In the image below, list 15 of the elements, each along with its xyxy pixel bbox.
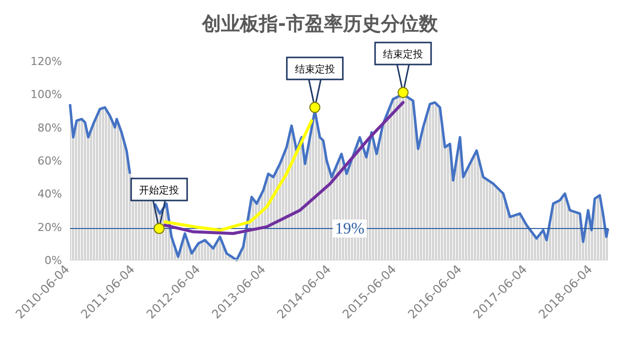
annotation: 结束定投 [294, 63, 335, 76]
y-tick-label: 80% [38, 121, 62, 134]
y-tick-label: 40% [38, 188, 62, 201]
y-tick-label: 60% [38, 154, 62, 168]
y-tick-label: 0% [44, 254, 62, 267]
chart-title: 创业板指-市盈率历史分位数 [201, 13, 439, 35]
annotation: 结束定投 [383, 48, 424, 61]
y-tick-label: 100% [30, 88, 62, 102]
point [309, 102, 320, 113]
point [154, 222, 165, 234]
y-tick-label: 20% [38, 220, 62, 234]
y-tick-label: 120% [30, 55, 62, 68]
point [398, 87, 409, 98]
ref-line-label: 19% [335, 220, 364, 238]
annotation: 开始定投 [139, 184, 180, 196]
